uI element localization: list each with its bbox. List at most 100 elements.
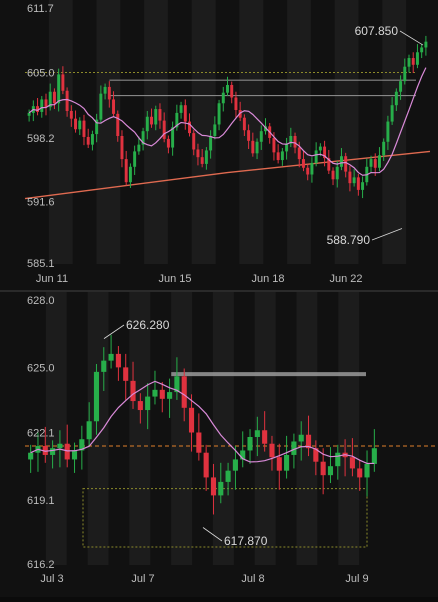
candle-body — [123, 367, 129, 381]
candle-body — [276, 457, 282, 471]
candle-body — [174, 376, 180, 393]
candle-body — [382, 141, 386, 156]
y-axis-tick-label: 598.2 — [27, 133, 55, 145]
candle-body — [57, 74, 61, 104]
candle-body — [276, 152, 280, 161]
annotation-leader — [371, 228, 403, 241]
candle-body — [262, 430, 268, 444]
candle-body — [327, 158, 331, 171]
candle-body — [74, 118, 78, 130]
candle-body — [280, 151, 284, 161]
candle-body — [95, 119, 99, 135]
candle-body — [99, 93, 103, 120]
candle-body — [150, 116, 153, 125]
candle-body — [352, 177, 356, 184]
candle-body — [310, 162, 314, 175]
candle-body — [171, 127, 175, 148]
candle-body — [285, 143, 289, 152]
session-band — [296, 292, 318, 565]
candle-body — [137, 144, 141, 152]
candle-body — [79, 439, 85, 451]
candle-body — [101, 360, 107, 372]
candle-body — [218, 481, 224, 496]
candle-body — [269, 443, 275, 458]
candle-body — [314, 150, 318, 163]
candle-body — [386, 121, 390, 142]
candle-body — [323, 146, 327, 159]
candle-body — [415, 52, 419, 65]
candle-body — [357, 468, 363, 478]
session-band — [129, 292, 151, 565]
price-annotation-label: 607.850 — [355, 24, 399, 38]
candle-body — [196, 149, 200, 158]
candle-body — [27, 112, 31, 116]
candle-body — [137, 401, 143, 411]
candle-body — [264, 126, 267, 132]
x-axis-tick-label: Jun 18 — [251, 273, 284, 285]
annotation-leader — [202, 527, 223, 542]
x-axis-tick-label: Jul 7 — [131, 573, 154, 585]
candle-body — [331, 170, 335, 180]
candle-body — [318, 146, 322, 151]
candle-body — [124, 159, 128, 183]
candle-body — [348, 171, 352, 184]
candle-body — [188, 121, 191, 134]
candle-body — [154, 109, 158, 125]
x-axis-tick-label: Jun 15 — [158, 273, 191, 285]
candle-body — [120, 136, 124, 160]
candle-body — [420, 47, 424, 53]
candle-body — [158, 109, 162, 121]
candle-body — [289, 136, 293, 144]
candle-body — [369, 159, 373, 167]
candle-body — [192, 133, 196, 150]
candle-body — [133, 151, 137, 167]
candle-body — [255, 141, 259, 154]
session-band — [96, 0, 121, 264]
top-candlestick-chart[interactable]: 611.7 605.0 598.2 591.6 585.1 Jun 11 Jun 15 Jun… — [0, 0, 438, 290]
candle-body — [71, 450, 78, 460]
candle-body — [291, 441, 297, 455]
candle-body — [394, 91, 398, 106]
candle-body — [42, 445, 48, 455]
candle-body — [251, 140, 255, 154]
y-axis-tick-label: 616.2 — [27, 559, 55, 571]
session-band — [382, 0, 407, 264]
candle-body — [313, 448, 319, 462]
candle-body — [175, 112, 179, 128]
top-chart-panel[interactable]: 611.7 605.0 598.2 591.6 585.1 Jun 11 Jun 15 Jun… — [0, 0, 438, 290]
session-band — [287, 0, 311, 264]
candle-body — [371, 448, 377, 464]
bottom-candlestick-chart[interactable]: 628.0 625.0 622.1 619.1 616.2 Jul 3 Jul 7 Jul 8… — [0, 292, 438, 597]
candle-body — [152, 389, 158, 397]
candle-body — [78, 120, 82, 130]
candle-body — [108, 353, 114, 361]
candle-body — [61, 74, 65, 91]
panel-divider — [0, 290, 438, 292]
candle-body — [225, 470, 231, 482]
candle-body — [234, 97, 238, 111]
candle-body — [188, 407, 195, 433]
candle-body — [361, 182, 365, 190]
candle-body — [57, 443, 63, 449]
candle-body — [90, 134, 94, 145]
candle-body — [424, 41, 428, 48]
price-annotation-label: 588.790 — [327, 233, 371, 247]
candle-body — [377, 155, 381, 168]
candle-body — [204, 150, 208, 164]
candle-body — [373, 159, 377, 168]
fast-moving-average-line — [30, 380, 375, 465]
y-axis-tick-label: 619.1 — [27, 495, 55, 507]
candle-body — [200, 157, 204, 164]
bottom-chart-panel[interactable]: 628.0 625.0 622.1 619.1 616.2 Jul 3 Jul 7 Jul 8… — [0, 292, 438, 597]
candle-body — [217, 103, 221, 125]
candle-body — [306, 167, 310, 175]
candle-body — [48, 91, 52, 108]
candle-body — [166, 138, 170, 148]
candle-body — [284, 454, 290, 471]
candle-body — [254, 430, 260, 437]
candle-body — [411, 58, 415, 65]
candle-body — [36, 106, 40, 112]
candle-body — [40, 99, 44, 112]
candle-body — [407, 58, 411, 67]
candle-body — [247, 130, 251, 141]
